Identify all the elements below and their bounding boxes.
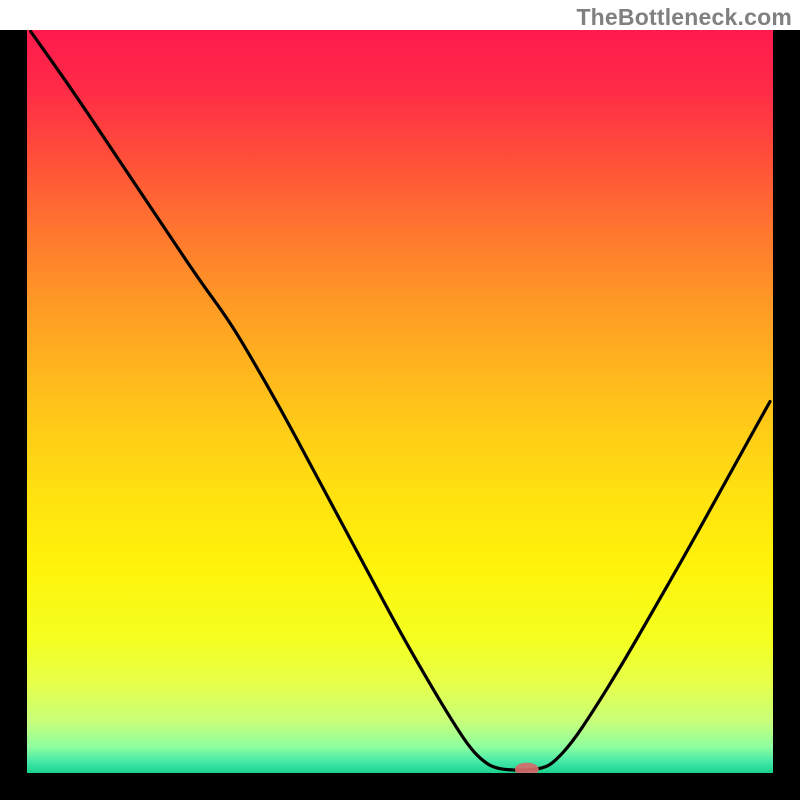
frame-bottom	[0, 773, 800, 800]
watermark-text: TheBottleneck.com	[576, 4, 792, 31]
plot-svg	[27, 30, 773, 773]
frame-right	[773, 30, 800, 800]
frame-left	[0, 30, 27, 800]
gradient-background	[27, 30, 773, 773]
chart-container: TheBottleneck.com	[0, 0, 800, 800]
